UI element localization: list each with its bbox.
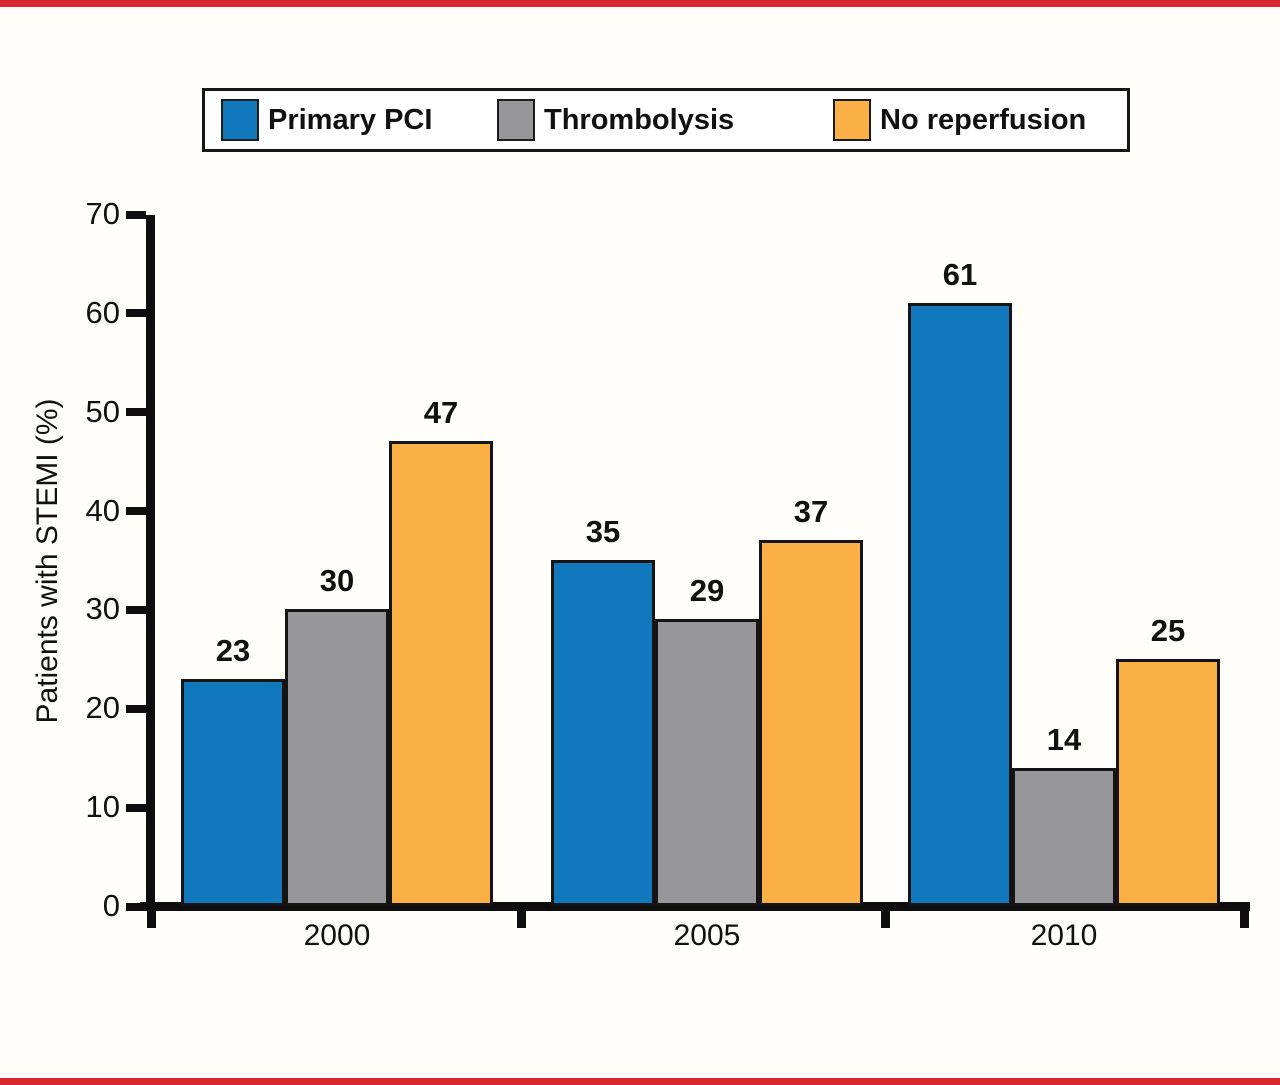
legend-item-primary-pci: Primary PCI xyxy=(221,91,432,149)
y-tick-label-50: 50 xyxy=(85,393,120,429)
y-tick-30 xyxy=(126,605,146,614)
y-axis-line xyxy=(146,215,155,911)
x-axis-line xyxy=(140,902,1250,911)
bar-no-reperfusion-2000 xyxy=(389,441,493,906)
x-tick-1 xyxy=(517,903,526,928)
x-tick-0 xyxy=(147,903,156,928)
legend-label-primary-pci: Primary PCI xyxy=(268,103,433,136)
y-tick-40 xyxy=(126,507,146,516)
legend-swatch-thrombolysis xyxy=(497,99,535,141)
y-tick-label-10: 10 xyxy=(85,789,120,825)
bar-no-reperfusion-2010 xyxy=(1116,659,1220,906)
bar-primary-pci-2010 xyxy=(908,303,1012,906)
y-tick-label-20: 20 xyxy=(85,690,120,726)
legend-label-thrombolysis: Thrombolysis xyxy=(544,103,735,136)
y-tick-label-0: 0 xyxy=(102,888,120,923)
bar-value-no-reperfusion-2010: 25 xyxy=(1150,613,1186,648)
y-tick-50 xyxy=(126,408,146,417)
legend-item-thrombolysis: Thrombolysis xyxy=(497,91,734,149)
bar-value-thrombolysis-2010: 14 xyxy=(1046,722,1082,757)
bar-value-thrombolysis-2005: 29 xyxy=(689,573,725,608)
legend-swatch-primary-pci xyxy=(221,99,259,141)
x-tick-2 xyxy=(881,903,890,928)
y-tick-0 xyxy=(126,902,146,911)
bar-value-no-reperfusion-2005: 37 xyxy=(793,494,829,529)
bar-thrombolysis-2005 xyxy=(655,619,759,906)
top-red-rule xyxy=(0,0,1280,7)
x-category-label-2005: 2005 xyxy=(673,919,741,952)
y-tick-10 xyxy=(126,803,146,812)
bar-value-primary-pci-2005: 35 xyxy=(585,514,621,549)
bar-value-thrombolysis-2000: 30 xyxy=(319,563,355,598)
bar-no-reperfusion-2005 xyxy=(759,540,863,906)
legend-item-no-reperfusion: No reperfusion xyxy=(833,91,1086,149)
x-tick-3 xyxy=(1240,903,1249,928)
bar-thrombolysis-2000 xyxy=(285,609,389,906)
bar-value-primary-pci-2000: 23 xyxy=(215,633,251,668)
y-tick-label-30: 30 xyxy=(85,591,120,627)
y-tick-label-40: 40 xyxy=(85,492,120,528)
bar-thrombolysis-2010 xyxy=(1012,768,1116,906)
legend-swatch-no-reperfusion xyxy=(833,99,871,141)
y-tick-label-70: 70 xyxy=(85,196,120,231)
x-category-label-2010: 2010 xyxy=(1030,919,1098,952)
y-tick-60 xyxy=(126,309,146,318)
y-axis-title: Patients with STEMI (%) xyxy=(31,398,64,724)
y-tick-20 xyxy=(126,704,146,713)
chart-legend: Primary PCI Thrombolysis No reperfusion xyxy=(202,88,1130,152)
bottom-red-rule xyxy=(0,1078,1280,1085)
x-category-label-2000: 2000 xyxy=(303,919,371,952)
legend-label-no-reperfusion: No reperfusion xyxy=(880,103,1087,136)
bar-value-primary-pci-2010: 61 xyxy=(942,257,978,292)
bar-primary-pci-2005 xyxy=(551,560,655,906)
y-tick-label-60: 60 xyxy=(85,294,120,330)
y-tick-70 xyxy=(126,210,146,219)
bar-primary-pci-2000 xyxy=(181,679,285,906)
bar-value-no-reperfusion-2000: 47 xyxy=(423,395,459,430)
